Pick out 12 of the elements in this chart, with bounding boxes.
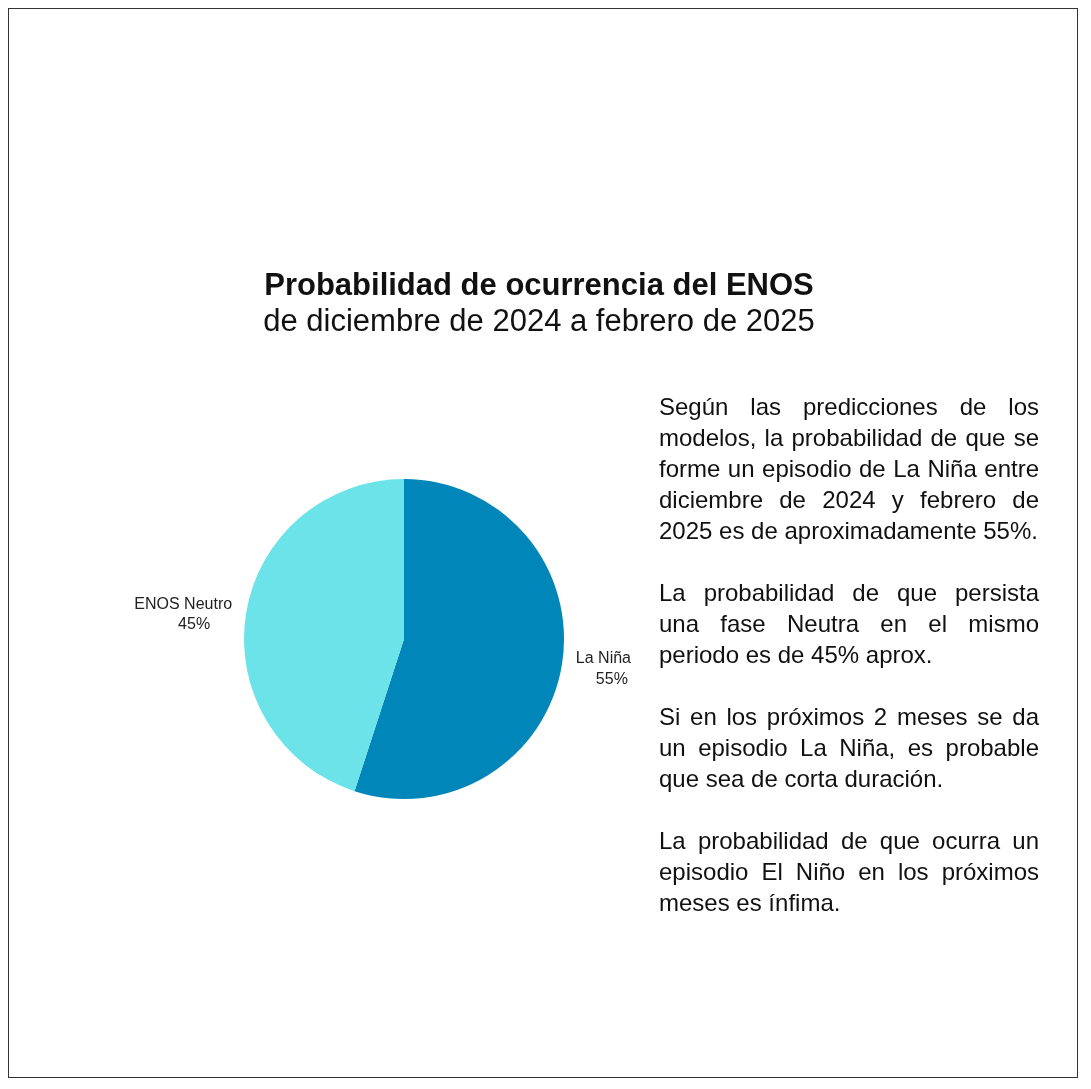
data-label: 45% — [178, 615, 211, 633]
chart-title: Probabilidad de ocurrencia del ENOS — [263, 267, 815, 303]
slice-label: ENOS Neutro — [134, 594, 233, 612]
pie-slice — [244, 479, 404, 792]
text: Según las predicciones de los modelos, la probabilidad de que se forme un episodio de La Niña entre diciembre de 2024 y febrero de 2025 es de aproximadamente 55%. — [659, 392, 1039, 546]
text: La probabilidad de que persista una fase Neutra en el mismo periodo es de 45% aprox. — [659, 578, 1039, 670]
chart-subtitle: de diciembre de 2024 a febrero de 2025 — [262, 303, 816, 339]
text: La probabilidad de que ocurra un episodio El Niño en los próximos meses es ínfima. — [659, 826, 1039, 918]
data-label: 55% — [595, 669, 628, 687]
text: Si en los próximos 2 meses se da un episodio La Niña, es probable que sea de corta duración. — [659, 702, 1039, 794]
slice-label: La Niña — [575, 649, 632, 667]
pie-slice — [354, 479, 564, 799]
